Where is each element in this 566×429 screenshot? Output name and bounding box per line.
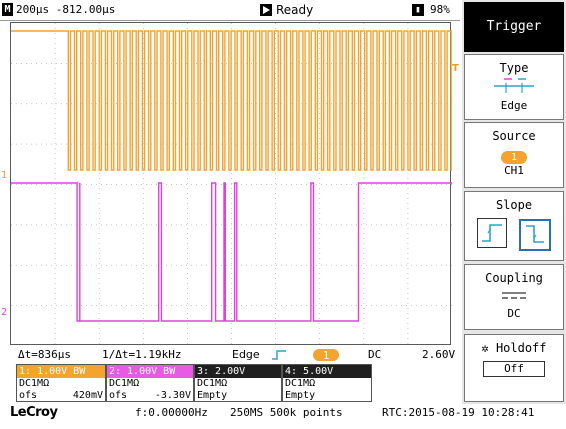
trigger-source-label: Source — [492, 129, 536, 143]
channel-3-offset: Empty — [197, 390, 228, 401]
measurement-bar: Δt=836µs 1/Δt=1.19kHz Edge 1 DC 2.60V — [0, 348, 460, 363]
acquisition-mode-icon: M — [2, 3, 13, 16]
trigger-source-badge-menu: 1 — [501, 151, 527, 164]
ch2-ground-marker[interactable]: 2 — [1, 307, 8, 318]
holdoff-header: ✲ Holdoff — [465, 341, 563, 355]
trigger-level-readout: 2.60V — [422, 348, 456, 361]
trigger-side-menu: Trigger Type Edge Source 1 CH1 Slope Cou… — [462, 0, 566, 404]
trigger-coupling-button[interactable]: Coupling DC — [464, 264, 564, 330]
edge-trigger-icon — [465, 75, 563, 99]
channel-1-offset: ofs 420mV — [17, 390, 105, 402]
trigger-holdoff-value[interactable]: Off — [483, 361, 545, 377]
trigger-coupling-label: Coupling — [485, 271, 543, 285]
rising-edge-icon — [272, 350, 286, 360]
ch1-trace — [11, 30, 452, 171]
channel-4-scale: 4: 5.00V — [283, 365, 371, 378]
trigger-type-button[interactable]: Type Edge — [464, 54, 564, 120]
channel-3-scale: 3: 2.00V — [195, 365, 281, 378]
channel-2-offset: ofs -3.30V — [107, 390, 193, 402]
status-bar: M 200µs -812.00µs Ready ▮ 98% — [0, 0, 460, 21]
rising-slope-icon[interactable] — [476, 218, 507, 248]
acquisition-status: Ready — [276, 3, 314, 17]
trigger-source-button[interactable]: Source 1 CH1 — [464, 122, 564, 188]
timebase-readout[interactable]: 200µs -812.00µs — [16, 3, 116, 16]
channel-1-offset-label: ofs — [19, 390, 38, 401]
channel-3-coupling: DC1MΩ — [197, 378, 228, 389]
battery-level: 98% — [430, 3, 450, 16]
trigger-slope-label: Slope — [495, 198, 533, 212]
trigger-coupling-value: DC — [507, 307, 521, 320]
channel-4-coupling: DC1MΩ — [285, 378, 316, 389]
trigger-holdoff-button[interactable]: ✲ Holdoff Off — [464, 334, 564, 402]
channel-2-offset-label: ofs — [109, 390, 128, 401]
channel-1-scale: 1: 1.00V BW — [17, 365, 105, 378]
delta-t-readout: Δt=836µs — [18, 348, 71, 361]
falling-slope-icon[interactable] — [519, 219, 552, 251]
channel-1-info[interactable]: 1: 1.00V BW DC1MΩ ofs 420mV — [16, 364, 106, 402]
channel-3-info[interactable]: 3: 2.00V DC1MΩ Empty — [194, 364, 282, 402]
channel-2-info[interactable]: 2: 1.00V BW DC1MΩ ofs -3.30V — [106, 364, 194, 402]
dc-coupling-icon — [465, 285, 563, 307]
trigger-type-label: Type — [499, 61, 529, 75]
channel-2-scale: 2: 1.00V BW — [107, 365, 193, 378]
trigger-holdoff-label: Holdoff — [495, 341, 547, 355]
frequency-counter: f:0.00000Hz — [135, 406, 208, 419]
channel-1-coupling: DC1MΩ — [19, 378, 50, 389]
gear-icon: ✲ — [481, 341, 489, 355]
trigger-coupling-readout: DC — [368, 348, 382, 361]
channel-4-offset: Empty — [285, 390, 316, 401]
ch2-trace — [11, 182, 452, 322]
trigger-source-badge: 1 — [313, 349, 339, 362]
channel-4-info[interactable]: 4: 5.00V DC1MΩ Empty — [282, 364, 372, 402]
play-icon[interactable] — [260, 4, 272, 16]
inverse-delta-t-readout: 1/Δt=1.19kHz — [102, 348, 182, 361]
trigger-slope-button[interactable]: Slope — [464, 191, 564, 261]
trigger-type-readout: Edge — [232, 348, 260, 361]
trigger-level-marker[interactable]: T — [452, 63, 459, 74]
waveform-canvas — [11, 23, 452, 346]
sample-rate-readout: 250MS 500k points — [230, 406, 343, 419]
battery-icon: ▮ — [412, 4, 424, 16]
menu-title: Trigger — [464, 2, 564, 52]
brand-logo: LeCroy — [10, 405, 58, 420]
channel-2-coupling: DC1MΩ — [109, 378, 140, 389]
trigger-source-value: CH1 — [504, 164, 524, 177]
channel-1-offset-value: 420mV — [72, 390, 103, 401]
channel-2-offset-value: -3.30V — [154, 390, 191, 401]
real-time-clock: RTC:2015-08-19 10:28:41 — [382, 406, 535, 419]
bottom-status-bar: LeCroy f:0.00000Hz 250MS 500k points RTC… — [0, 403, 566, 429]
waveform-display[interactable] — [10, 22, 452, 346]
ch1-ground-marker[interactable]: 1 — [1, 170, 8, 181]
trigger-type-value: Edge — [500, 99, 528, 112]
